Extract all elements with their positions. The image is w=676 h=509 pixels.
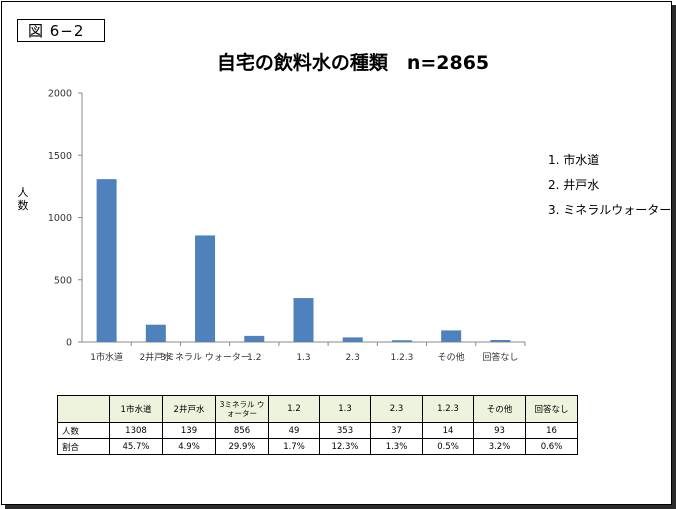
table-cell: 4.9%	[162, 438, 216, 455]
table-cell: 37	[370, 422, 423, 439]
bar	[391, 340, 412, 342]
table-cell: 3.2%	[473, 438, 526, 455]
table-cell: 353	[319, 422, 371, 439]
table-cell: 16	[525, 422, 578, 439]
table-cell: 1.7%	[268, 438, 320, 455]
table-cell: 0.5%	[422, 438, 474, 455]
table-header-cell: 1.3	[319, 395, 371, 423]
table-header-cell: その他	[473, 395, 526, 423]
x-tick-label: 1.2.3	[390, 353, 413, 363]
bar	[96, 179, 117, 342]
legend-item-3: 3. ミネラルウォーター	[548, 203, 672, 217]
table-header-cell: 2.3	[370, 395, 423, 423]
data-table: 1市水道 2井戸水 3ミネラル ウォーター 1.2 1.3 2.3 1.2.3 …	[57, 395, 578, 455]
table-header-row: 1市水道 2井戸水 3ミネラル ウォーター 1.2 1.3 2.3 1.2.3 …	[57, 395, 578, 423]
x-tick-label: 1.2	[247, 353, 261, 363]
bar	[441, 330, 462, 342]
table-cell: 割合	[57, 438, 110, 455]
legend-item-2: 2. 井戸水	[548, 178, 600, 192]
table-header-cell: 3ミネラル ウォーター	[215, 395, 269, 423]
x-tick-label: 3ミネラル ウォーター	[160, 352, 250, 363]
table-cell: 93	[473, 422, 526, 439]
bar	[195, 235, 216, 342]
table-header-cell	[57, 395, 110, 423]
legend: 1. 市水道 2. 井戸水 3. ミネラルウォーター	[548, 153, 671, 228]
table-header-cell: 1市水道	[109, 395, 163, 423]
chart-title: 自宅の飲料水の種類 n=2865	[216, 52, 490, 74]
table-cell: 14	[422, 422, 474, 439]
table-cell: 1.3%	[370, 438, 423, 455]
legend-item-1: 1. 市水道	[548, 153, 600, 167]
bar	[145, 324, 166, 342]
bar	[342, 337, 363, 342]
table-row: 割合 45.7% 4.9% 29.9% 1.7% 12.3% 1.3% 0.5%…	[57, 438, 578, 455]
table-row: 人数 1308 139 856 49 353 37 14 93 16	[57, 422, 578, 439]
x-tick-label: その他	[438, 351, 465, 363]
table-header-cell: 2井戸水	[162, 395, 216, 423]
y-tick-label: 1000	[48, 213, 72, 224]
table-header-cell: 1.2	[268, 395, 320, 423]
x-tick-label: 1.3	[296, 353, 310, 363]
bar	[490, 340, 511, 342]
y-tick-label: 2000	[48, 89, 72, 100]
table-cell: 45.7%	[109, 438, 163, 455]
table-cell: 49	[268, 422, 320, 439]
table-cell: 人数	[57, 422, 110, 439]
figure-label: 図 6−2	[17, 19, 105, 42]
table-header-cell: 1.2.3	[422, 395, 474, 423]
y-tick-label: 1500	[48, 151, 72, 162]
table-cell: 139	[162, 422, 216, 439]
x-tick-label: 回答なし	[482, 351, 518, 363]
table-cell: 856	[215, 422, 269, 439]
table-cell: 1308	[109, 422, 163, 439]
table-cell: 12.3%	[319, 438, 371, 455]
bar	[293, 298, 314, 342]
y-tick-label: 500	[54, 275, 72, 286]
table-cell: 0.6%	[525, 438, 578, 455]
y-axis-label: 人数	[17, 186, 29, 212]
x-tick-label: 1市水道	[90, 351, 123, 363]
y-tick-label: 0	[66, 338, 72, 349]
x-tick-label: 2井戸水	[139, 351, 172, 363]
table-header-cell: 回答なし	[525, 395, 578, 423]
x-tick-label: 2.3	[346, 353, 360, 363]
table-cell: 29.9%	[215, 438, 269, 455]
bar	[244, 335, 265, 342]
